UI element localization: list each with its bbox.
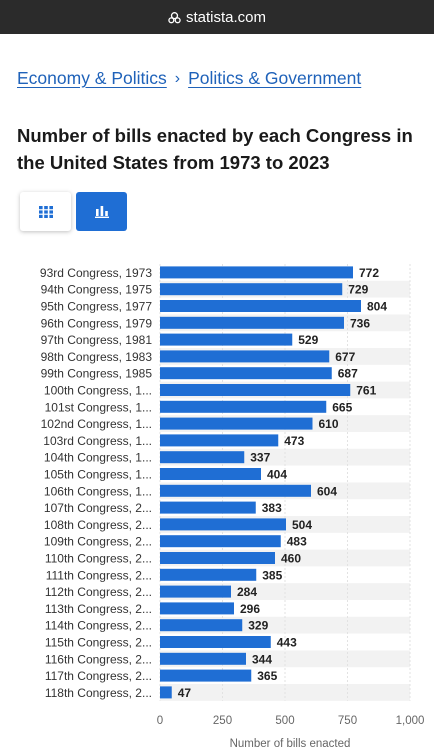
bar (160, 316, 344, 329)
data-label: 804 (367, 300, 387, 314)
category-label: 99th Congress, 1985 (41, 367, 153, 381)
breadcrumb-separator: › (174, 69, 181, 87)
data-label: 337 (250, 451, 270, 465)
category-label: 106th Congress, 1... (44, 484, 152, 498)
category-label: 103rd Congress, 1... (43, 434, 152, 448)
data-label: 687 (338, 367, 358, 381)
bar (160, 652, 246, 665)
page-title: Number of bills enacted by each Congress… (17, 125, 413, 173)
data-label: 761 (356, 384, 376, 398)
bar (160, 552, 275, 564)
category-label: 108th Congress, 2... (44, 518, 152, 532)
category-label: 105th Congress, 1... (44, 468, 152, 482)
bar (160, 619, 243, 632)
x-tick-label: 0 (157, 715, 163, 727)
bar (160, 434, 279, 447)
category-label: 101st Congress, 1... (45, 400, 152, 414)
bar (160, 300, 361, 312)
bar (160, 484, 311, 497)
bar (160, 585, 231, 598)
browser-url-bar[interactable]: statista.com (0, 0, 434, 34)
x-tick-label: 1,000 (396, 715, 425, 727)
category-label: 107th Congress, 2... (44, 501, 152, 515)
category-label: 117th Congress, 2... (45, 669, 152, 683)
bar (160, 384, 351, 396)
data-label: 604 (317, 484, 337, 498)
x-tick-label: 250 (213, 715, 232, 727)
data-label: 365 (257, 669, 277, 683)
category-label: 102nd Congress, 1... (41, 417, 152, 431)
category-label: 104th Congress, 1... (44, 451, 152, 465)
category-label: 115th Congress, 2... (45, 636, 152, 650)
bar (160, 669, 252, 682)
data-label: 529 (298, 333, 318, 347)
bar (160, 501, 256, 514)
bar (160, 568, 257, 581)
bar (160, 283, 343, 296)
bar (160, 451, 245, 464)
category-label: 113th Congress, 2... (45, 602, 152, 616)
bar-chart-icon (94, 206, 109, 218)
category-label: 96th Congress, 1979 (41, 316, 153, 330)
breadcrumb: Economy & Politics › Politics & Governme… (17, 68, 361, 89)
bar (160, 400, 327, 413)
category-label: 93rd Congress, 1973 (40, 266, 152, 280)
bar (160, 535, 281, 548)
category-label: 95th Congress, 1977 (41, 300, 153, 314)
category-label: 112th Congress, 2... (45, 585, 152, 599)
category-label: 100th Congress, 1... (44, 384, 152, 398)
grid-icon (38, 205, 53, 218)
x-tick-label: 750 (338, 715, 357, 727)
data-label: 610 (319, 417, 339, 431)
data-label: 473 (284, 434, 304, 448)
data-label: 665 (332, 400, 352, 414)
category-label: 97th Congress, 1981 (41, 333, 153, 347)
bar (160, 333, 293, 346)
url-text: statista.com (185, 8, 267, 26)
category-label: 109th Congress, 2... (44, 535, 152, 549)
data-label: 329 (248, 619, 268, 633)
data-label: 385 (262, 568, 282, 582)
data-label: 460 (281, 552, 301, 566)
bar (160, 350, 330, 363)
category-label: 114th Congress, 2... (45, 619, 152, 633)
bar (160, 417, 313, 430)
category-label: 98th Congress, 1983 (41, 350, 153, 364)
bar (160, 602, 234, 615)
data-label: 504 (292, 518, 312, 532)
data-label: 443 (277, 636, 297, 650)
lock-icon (168, 11, 181, 23)
category-label: 94th Congress, 1975 (41, 283, 153, 297)
x-tick-label: 500 (275, 715, 294, 727)
category-label: 111th Congress, 2... (46, 568, 152, 582)
category-label: 110th Congress, 2... (45, 552, 152, 566)
data-label: 483 (287, 535, 307, 549)
data-label: 284 (237, 585, 257, 599)
bar (160, 636, 271, 648)
table-view-button[interactable] (20, 192, 71, 231)
x-axis-title: Number of bills enacted (230, 738, 351, 750)
category-label: 118th Congress, 2... (45, 686, 152, 700)
data-label: 344 (252, 652, 272, 666)
data-label: 47 (178, 686, 192, 700)
bar-chart: 772 93rd Congress, 1973 729 94th Congress, … (0, 258, 434, 750)
breadcrumb-link-economy-politics[interactable]: Economy & Politics (17, 68, 167, 88)
data-label: 729 (348, 283, 368, 297)
data-label: 677 (335, 350, 355, 364)
bar (160, 468, 261, 480)
breadcrumb-link-politics-government[interactable]: Politics & Government (188, 68, 362, 88)
data-label: 736 (350, 316, 370, 330)
bar (160, 367, 332, 380)
bar (160, 266, 353, 279)
category-label: 116th Congress, 2... (45, 652, 152, 666)
data-label: 383 (262, 501, 282, 515)
bar (160, 686, 172, 699)
data-label: 772 (359, 266, 379, 280)
data-label: 296 (240, 602, 260, 616)
chart-view-button[interactable] (76, 192, 127, 231)
bar-chart-svg: 772 93rd Congress, 1973 729 94th Congress, … (40, 264, 425, 750)
bar (160, 518, 286, 531)
data-label: 404 (267, 468, 287, 482)
